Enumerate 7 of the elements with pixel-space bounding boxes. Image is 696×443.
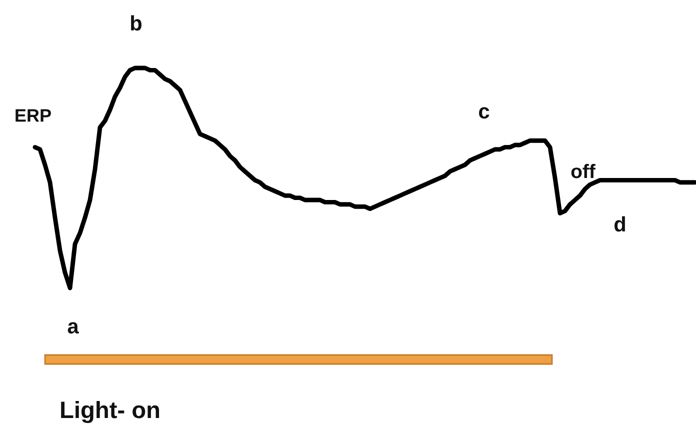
annotation: ERP [16, 109, 51, 122]
annotation: off [571, 164, 596, 178]
annotation: d [614, 216, 625, 232]
text: b [131, 15, 142, 31]
annotation: c [479, 107, 490, 119]
text: a [68, 322, 79, 334]
text: Light- on [61, 400, 160, 424]
